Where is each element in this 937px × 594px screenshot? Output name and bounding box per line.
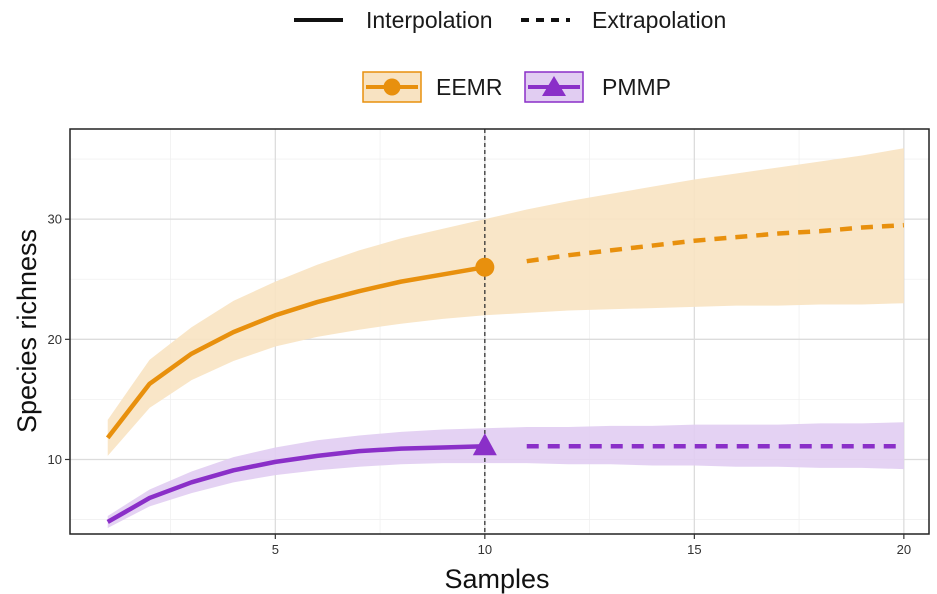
eemr-legend-key-marker <box>383 78 401 96</box>
eemr-interpolation-line <box>105 264 486 440</box>
x-tick-label: 10 <box>478 542 492 557</box>
pmmp-legend-key-marker <box>542 76 566 96</box>
observed-markers <box>472 257 497 456</box>
eemr-legend-label: EEMR <box>436 74 502 100</box>
pmmp-legend-label: PMMP <box>602 74 671 100</box>
pmmp-observed-marker <box>472 433 497 456</box>
panel-border <box>69 128 930 535</box>
pmmp-interpolation-line <box>106 444 485 524</box>
y-axis-title: Species richness <box>12 229 42 433</box>
x-tick-label: 20 <box>897 542 911 557</box>
interpolation-legend-label: Interpolation <box>366 7 493 33</box>
y-tick-label: 20 <box>48 332 62 347</box>
plot-panel <box>69 128 930 535</box>
pmmp-confidence-band <box>107 422 904 528</box>
x-axis-title: Samples <box>444 564 549 594</box>
x-axis-ticks: 5 10 15 20 <box>272 534 911 557</box>
extrapolation-legend-label: Extrapolation <box>592 7 726 33</box>
eemr-confidence-band <box>107 148 904 456</box>
linetype-legend: Interpolation Extrapolation <box>294 7 726 33</box>
y-tick-label: 30 <box>48 212 62 227</box>
group-legend: EEMR PMMP <box>362 71 671 103</box>
x-tick-label: 15 <box>687 542 701 557</box>
eemr-extrapolation-line <box>526 222 904 264</box>
y-axis-ticks: 10 20 30 <box>48 212 70 467</box>
confidence-bands <box>107 148 904 528</box>
y-tick-label: 10 <box>48 452 62 467</box>
eemr-observed-marker <box>475 257 495 277</box>
x-tick-label: 5 <box>272 542 279 557</box>
series-lines <box>105 222 904 524</box>
